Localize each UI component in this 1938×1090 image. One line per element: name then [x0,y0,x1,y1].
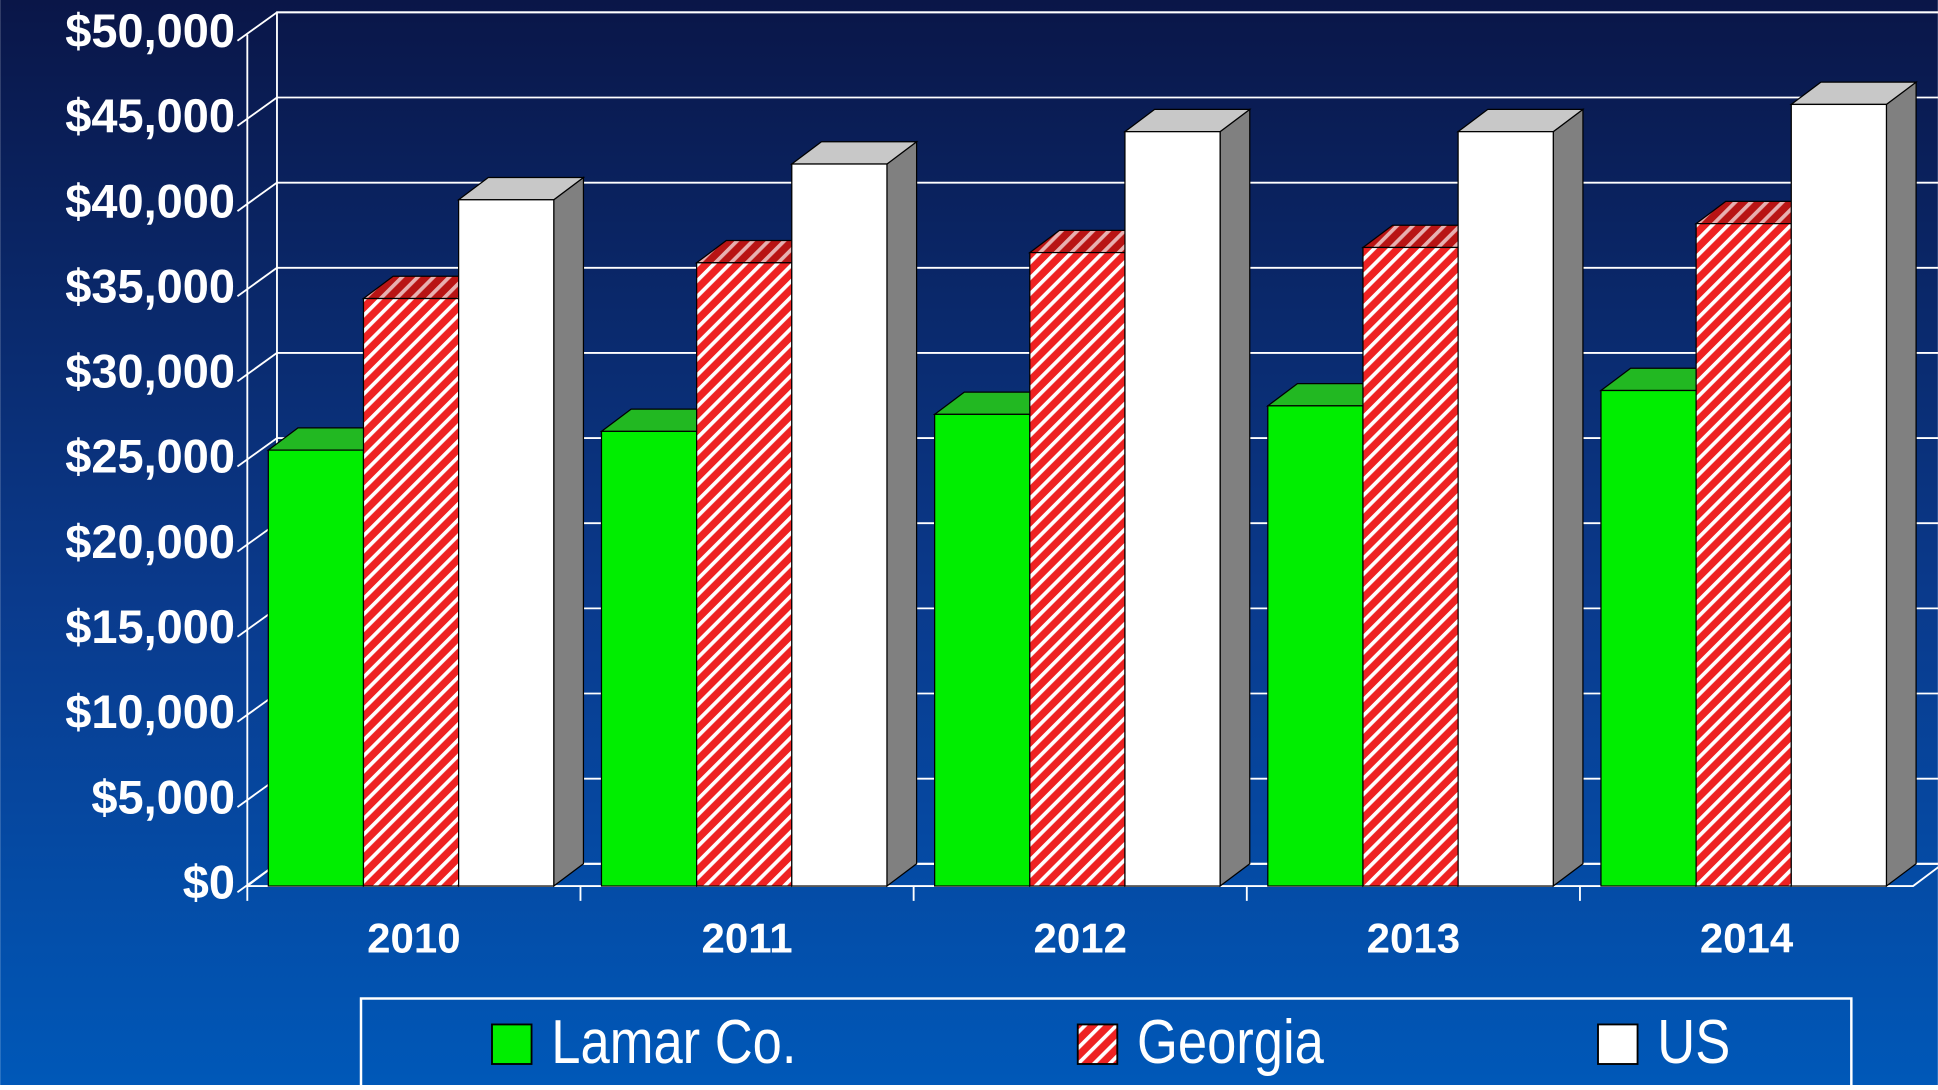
legend-label: US [1657,1008,1730,1077]
bar-front [1457,131,1554,887]
legend-label: Georgia [1137,1008,1324,1077]
bar-front [1029,251,1126,887]
tick-mark [236,352,278,383]
bar [1123,108,1252,888]
bar [456,176,586,888]
y-tick-label: $35,000 [65,259,235,312]
x-tick-label: 2013 [1367,915,1460,962]
y-tick-label: $20,000 [65,515,235,568]
bar-side [1219,108,1251,888]
bar-front [362,297,460,887]
y-tick-label: $50,000 [65,4,235,57]
bar-side [1552,108,1584,888]
y-tick-label: $45,000 [65,89,235,142]
bar-front [1267,405,1364,887]
bar [1456,108,1585,888]
y-tick-label: $10,000 [65,685,235,738]
tick-mark [236,181,278,212]
bar-front [600,430,698,887]
bar-side [886,140,918,888]
bar-front [267,449,365,887]
bar-front [696,262,793,887]
bar-front [791,163,888,887]
x-tick-label: 2014 [1700,915,1794,962]
tick-mark [236,437,278,468]
bar [1789,80,1918,888]
bar-front [1600,389,1697,887]
bar-front [1124,131,1221,887]
bar-front [1790,103,1888,887]
y-tick-label: $15,000 [65,600,235,653]
legend-swatch [1076,1023,1119,1065]
y-tick-label: $0 [183,855,235,908]
bar-front [1695,223,1792,887]
tick-mark [236,11,278,42]
bar-side [553,176,585,888]
legend-swatch [491,1023,533,1065]
bar-front [934,413,1031,887]
y-tick-label: $5,000 [91,770,235,823]
tick-mark [236,267,278,297]
bar-front [458,199,555,887]
y-tick-label: $30,000 [65,345,235,398]
x-tick-label: 2012 [1033,915,1126,962]
legend-label: Lamar Co. [551,1008,796,1077]
bar-front [1362,246,1459,887]
x-tick-label: 2011 [701,915,792,962]
bar [789,140,919,888]
legend-box [359,997,1853,1090]
tick-mark [236,96,278,127]
bar-side [1885,80,1917,888]
y-tick-label: $25,000 [65,430,235,483]
y-tick-label: $40,000 [65,174,235,227]
x-tick-label: 2010 [367,915,460,962]
legend-swatch [1597,1023,1639,1065]
